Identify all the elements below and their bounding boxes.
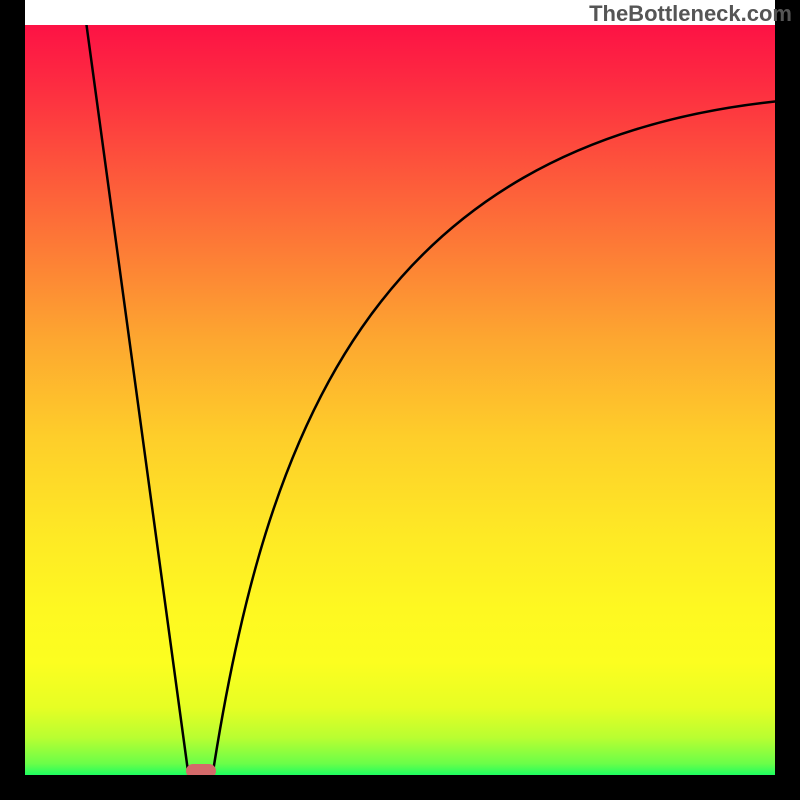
frame-bottom — [0, 775, 800, 800]
bottleneck-curve — [25, 25, 775, 775]
frame-right — [775, 0, 800, 800]
frame-left — [0, 0, 25, 800]
plot-area — [25, 25, 775, 775]
chart-container: TheBottleneck.com — [0, 0, 800, 800]
curve-path — [87, 25, 776, 775]
watermark-text: TheBottleneck.com — [589, 1, 792, 27]
